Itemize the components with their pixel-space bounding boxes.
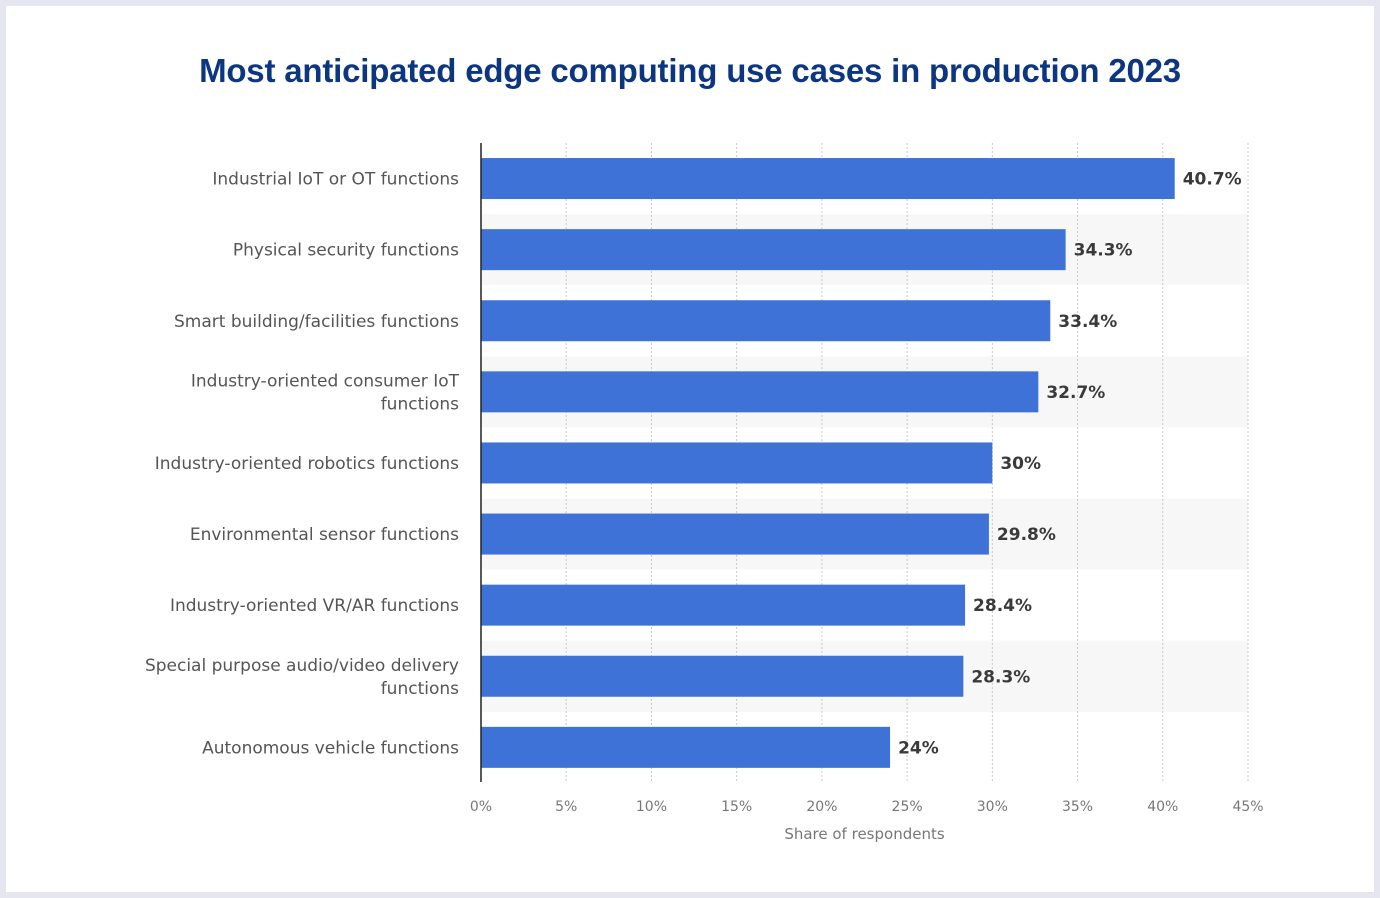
bar-value-label: 28.3% (971, 667, 1030, 687)
category-label: Industrial IoT or OT functions (212, 170, 459, 190)
x-tick-label: 15% (721, 799, 752, 815)
bar-value-label: 40.7% (1183, 170, 1242, 190)
category-label: Physical security functions (233, 241, 459, 261)
category-label: Autonomous vehicle functions (202, 738, 459, 758)
x-tick-label: 5% (555, 799, 577, 815)
category-label: Industry-oriented robotics functions (155, 454, 459, 474)
bar (481, 442, 993, 484)
category-label: Special purpose audio/video delivery func… (145, 656, 459, 699)
bar (481, 229, 1066, 271)
bar (481, 584, 966, 626)
x-tick-label: 0% (470, 799, 492, 815)
bar (481, 726, 891, 768)
x-axis-title: Share of respondents (784, 825, 945, 843)
x-tick-label: 10% (636, 799, 667, 815)
bar (481, 371, 1039, 413)
category-label: Industry-oriented consumer IoT functions (191, 371, 460, 414)
bar-value-label: 30% (1000, 454, 1041, 474)
bar-value-label: 24% (898, 738, 939, 758)
bar-value-label: 34.3% (1074, 241, 1133, 261)
bar-value-label: 28.4% (973, 596, 1032, 616)
category-label: Industry-oriented VR/AR functions (170, 596, 459, 616)
bar-value-label: 33.4% (1058, 312, 1117, 332)
x-tick-label: 25% (892, 799, 923, 815)
category-label: Smart building/facilities functions (174, 312, 459, 332)
bar (481, 158, 1175, 200)
chart-title: Most anticipated edge computing use case… (199, 52, 1181, 89)
x-tick-label: 30% (977, 799, 1008, 815)
bar (481, 300, 1051, 342)
x-tick-label: 20% (806, 799, 837, 815)
bar-value-label: 29.8% (997, 525, 1056, 545)
bar (481, 513, 989, 555)
bar-value-label: 32.7% (1046, 383, 1105, 403)
x-tick-label: 40% (1147, 799, 1178, 815)
x-tick-label: 35% (1062, 799, 1093, 815)
x-tick-label: 45% (1232, 799, 1263, 815)
category-label: Environmental sensor functions (190, 525, 459, 545)
bar (481, 655, 964, 697)
